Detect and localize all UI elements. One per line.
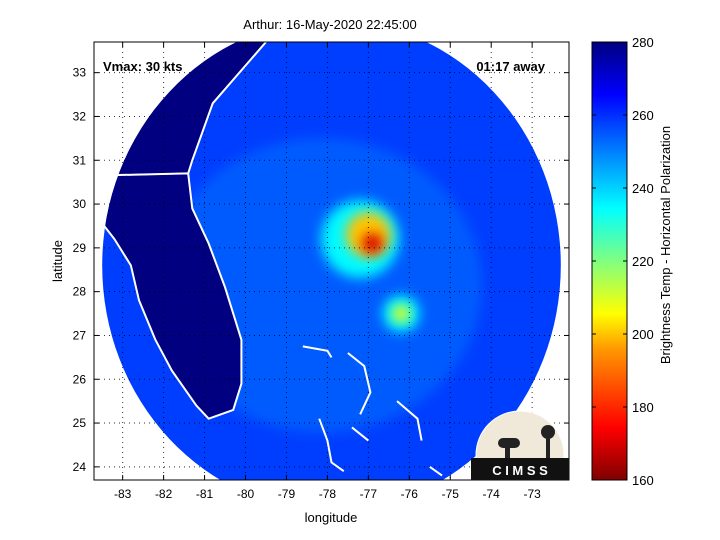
cold-core [362, 233, 383, 254]
colorbar-tick-label: 160 [632, 473, 654, 488]
y-tick-label: 32 [73, 109, 87, 123]
x-tick-label: -74 [483, 487, 501, 501]
x-tick-label: -76 [401, 487, 419, 501]
y-tick-label: 29 [73, 241, 87, 255]
y-tick-label: 28 [73, 285, 87, 299]
colorbar-tick-label: 200 [632, 327, 654, 342]
x-tick-label: -79 [278, 487, 296, 501]
southern-cell [392, 305, 410, 322]
colorbar-label: Brightness Temp - Horizontal Polarizatio… [658, 126, 673, 364]
colorbar-tick-label: 220 [632, 254, 654, 269]
colorbar-ticks: 160 180 200 220 240 260 280 [592, 35, 654, 488]
y-axis-label: latitude [50, 240, 65, 282]
florida-coastline [94, 172, 243, 420]
axes-frame [93, 41, 570, 481]
x-tick-label: -78 [319, 487, 337, 501]
x-tick-label: -80 [237, 487, 255, 501]
bahamas-coastline [302, 345, 333, 358]
coastlines [94, 42, 443, 477]
y-tick-label: 30 [73, 197, 87, 211]
bahamas-coastline [396, 400, 423, 441]
y-tick-label: 27 [73, 328, 87, 342]
y-tick-label: 25 [73, 416, 87, 430]
colorbar: 160 180 200 220 240 260 280 [591, 35, 654, 488]
x-tick-label: -77 [360, 487, 378, 501]
x-tick-label: -83 [114, 487, 132, 501]
logo-text: C I M S S [492, 463, 548, 478]
x-tick-label: -75 [442, 487, 460, 501]
bahamas-coastline [347, 352, 372, 415]
x-tick-label: -82 [155, 487, 173, 501]
vmax-annotation: Vmax: 30 kts [103, 59, 183, 74]
x-axis-label: longitude [305, 510, 358, 525]
y-axis: 24 25 26 27 28 29 30 31 32 33 [73, 66, 569, 474]
x-tick-label: -73 [523, 487, 541, 501]
bahamas-coastline [318, 418, 345, 473]
plot-area [94, 42, 569, 480]
x-tick-label: -81 [196, 487, 214, 501]
colorbar-tick-label: 260 [632, 108, 654, 123]
y-tick-label: 33 [73, 66, 87, 80]
bahamas-coastline [429, 466, 443, 477]
y-tick-label: 24 [73, 460, 87, 474]
bahamas-coastline [351, 426, 369, 442]
colorbar-tick-label: 180 [632, 400, 654, 415]
colorbar-tick-label: 240 [632, 181, 654, 196]
colorbar-tick-label: 280 [632, 35, 654, 50]
georgia-coastline [187, 42, 267, 174]
y-tick-label: 31 [73, 153, 87, 167]
time-away-annotation: 01:17 away [476, 59, 545, 74]
cimss-logo: C I M S S [471, 410, 569, 480]
state-border [94, 172, 189, 177]
x-axis: -83 -82 -81 -80 -79 -78 -77 -76 -75 -74 -73 [114, 42, 541, 501]
chart-title: Arthur: 16-May-2020 22:45:00 [243, 17, 416, 32]
storm-features [321, 200, 420, 332]
y-tick-label: 26 [73, 372, 87, 386]
